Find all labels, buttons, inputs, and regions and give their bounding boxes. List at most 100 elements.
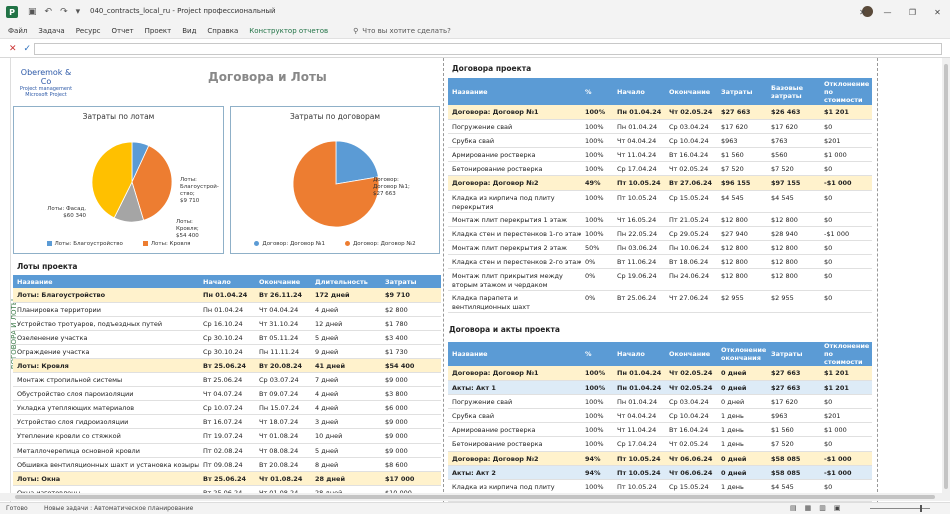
table-cell[interactable]: Вт 20.08.24: [255, 358, 311, 374]
table-cell[interactable]: Чт 08.08.24: [255, 443, 311, 458]
table-cell[interactable]: Вт 18.06.24: [665, 254, 717, 270]
table-cell[interactable]: $0: [820, 394, 872, 410]
table-cell[interactable]: Чт 02.05.24: [665, 161, 717, 177]
table-cell[interactable]: Акты: Акт 1: [448, 380, 581, 395]
table-cell[interactable]: $58 085: [767, 451, 820, 466]
table-cell[interactable]: $12 800: [767, 240, 820, 256]
pie-slice[interactable]: [91, 141, 133, 219]
table-cell[interactable]: $27 663: [767, 366, 820, 381]
table-cell[interactable]: Чт 01.08.24: [255, 428, 311, 444]
table-cell[interactable]: Ср 17.04.24: [613, 161, 665, 177]
table-cell[interactable]: Чт 18.07.24: [255, 414, 311, 430]
table-cell[interactable]: Вт 16.07.24: [199, 414, 255, 430]
table-cell[interactable]: $9 000: [381, 428, 441, 444]
table-cell[interactable]: 100%: [581, 394, 613, 410]
table-row[interactable]: Погружение свай 100% Пн 01.04.24 Ср 03.04.2…: [448, 119, 872, 134]
column-header[interactable]: Базовые затраты: [767, 78, 820, 105]
table-cell[interactable]: 100%: [581, 105, 613, 120]
tab-report-designer[interactable]: Конструктор отчетов: [249, 27, 329, 35]
column-header[interactable]: Затраты: [767, 342, 820, 366]
table-cell[interactable]: $17 620: [717, 119, 767, 134]
table-cell[interactable]: Чт 02.05.24: [665, 436, 717, 452]
table-cell[interactable]: Армирование ростверка: [448, 422, 581, 438]
table-cell[interactable]: $1 000: [820, 147, 872, 163]
table-row[interactable]: Монтаж стропильной системы Вт 25.06.24 Ср …: [13, 372, 441, 388]
table-cell[interactable]: 49%: [581, 175, 613, 191]
table-cell[interactable]: Вт 16.04.24: [665, 147, 717, 163]
table-cell[interactable]: Пт 10.05.24: [613, 175, 665, 191]
table-cell[interactable]: $26 463: [767, 105, 820, 120]
task-usage-icon[interactable]: ▦: [804, 504, 812, 512]
table-row[interactable]: Договора: Договор №1 100% Пн 01.04.24 Чт 02…: [448, 105, 872, 120]
table-cell[interactable]: Вт 26.11.24: [255, 288, 311, 303]
table-cell[interactable]: 3 дней: [311, 414, 381, 430]
table-cell[interactable]: $17 620: [767, 119, 820, 134]
table-cell[interactable]: $27 663: [717, 105, 767, 120]
table-cell[interactable]: Ср 15.05.24: [665, 190, 717, 213]
table-cell[interactable]: Вт 25.06.24: [613, 290, 665, 314]
table-cell[interactable]: Чт 16.05.24: [613, 212, 665, 227]
table-cell[interactable]: Пн 22.05.24: [613, 226, 665, 242]
table-cell[interactable]: 1 день: [717, 436, 767, 452]
table-cell[interactable]: 100%: [581, 408, 613, 424]
table-cell[interactable]: $0: [820, 119, 872, 134]
table-cell[interactable]: 0 дней: [717, 380, 767, 395]
table-cell[interactable]: $97 155: [767, 175, 820, 191]
table-cell[interactable]: $4 545: [717, 190, 767, 213]
table-cell[interactable]: Пн 01.04.24: [199, 302, 255, 317]
table-cell[interactable]: $54 400: [381, 358, 441, 374]
table-cell[interactable]: 41 дней: [311, 358, 381, 374]
table-cell[interactable]: Ср 10.04.24: [665, 408, 717, 424]
customize-qat-icon[interactable]: ▾: [75, 7, 81, 17]
column-header[interactable]: Затраты: [381, 275, 441, 288]
redo-icon[interactable]: ↷: [60, 7, 68, 17]
table-cell[interactable]: $3 800: [381, 386, 441, 402]
table-row[interactable]: Договора: Договор №2 94% Пт 10.05.24 Чт 06.…: [448, 451, 872, 466]
table-cell[interactable]: $201: [820, 408, 872, 424]
table-cell[interactable]: 172 дней: [311, 288, 381, 303]
table-cell[interactable]: 100%: [581, 190, 613, 213]
table-cell[interactable]: 94%: [581, 465, 613, 481]
pie-slice[interactable]: [131, 145, 173, 221]
table-cell[interactable]: 7 дней: [311, 372, 381, 388]
table-cell[interactable]: 100%: [581, 422, 613, 438]
column-header[interactable]: Окончание: [665, 78, 717, 105]
table-cell[interactable]: Вт 25.06.24: [199, 358, 255, 374]
table-row[interactable]: Акты: Акт 2 94% Пт 10.05.24 Чт 06.06.24 0 дн…: [448, 465, 872, 481]
table-cell[interactable]: 28 дней: [311, 471, 381, 486]
table-row[interactable]: Армирование ростверка 100% Чт 11.04.24 Вт 1…: [448, 147, 872, 163]
table-cell[interactable]: $12 800: [717, 268, 767, 292]
table-cell[interactable]: -$1 000: [820, 451, 872, 466]
table-cell[interactable]: Вт 05.11.24: [255, 330, 311, 345]
report-title[interactable]: Договора и Лоты: [208, 70, 327, 84]
table-cell[interactable]: $12 800: [767, 254, 820, 270]
table-cell[interactable]: Кладка парапета и вентиляционных шахт: [448, 290, 581, 314]
table-cell[interactable]: Устройство слоя гидроизоляции: [13, 414, 199, 430]
table-row[interactable]: Договора: Договор №2 49% Пт 10.05.24 Вт 27.…: [448, 175, 872, 191]
table-cell[interactable]: $4 545: [767, 190, 820, 213]
table-row[interactable]: Срубка свай 100% Чт 04.04.24 Ср 10.04.24 1 д…: [448, 408, 872, 424]
table-cell[interactable]: $96 155: [717, 175, 767, 191]
table-row[interactable]: Кладка парапета и вентиляционных шахт 0% В…: [448, 290, 872, 314]
table-row[interactable]: Утепление кровли со стяжкой Пт 19.07.24 Чт…: [13, 428, 441, 444]
table-cell[interactable]: $0: [820, 268, 872, 292]
table-cell[interactable]: Погружение свай: [448, 394, 581, 410]
table-cell[interactable]: Ограждение участка: [13, 344, 199, 359]
table-row[interactable]: Металлочерепица основной кровли Пт 02.08.…: [13, 443, 441, 458]
table-cell[interactable]: Кладка стен и перестенков 2-го этажа: [448, 254, 581, 270]
table-cell[interactable]: Устройство тротуаров, подъездных путей: [13, 316, 199, 331]
table-row[interactable]: Устройство тротуаров, подъездных путей Ср…: [13, 316, 441, 331]
table-cell[interactable]: Вт 27.06.24: [665, 175, 717, 191]
table-cell[interactable]: Бетонирование ростверка: [448, 161, 581, 177]
table-cell[interactable]: Монтаж плит прикрытия между вторым этажо…: [448, 268, 581, 292]
pie-slice[interactable]: [292, 140, 380, 228]
tab-resource[interactable]: Ресурс: [75, 27, 101, 35]
table-cell[interactable]: 94%: [581, 451, 613, 466]
column-header[interactable]: Окончание: [255, 275, 311, 288]
vertical-scrollbar[interactable]: [942, 58, 950, 493]
table-row[interactable]: Кладка стен и перестенков 1-го этажа 100%…: [448, 226, 872, 242]
table-cell[interactable]: 100%: [581, 366, 613, 381]
table-cell[interactable]: Монтаж стропильной системы: [13, 372, 199, 388]
table-cell[interactable]: Пн 15.07.24: [255, 400, 311, 416]
table-cell[interactable]: Ср 17.04.24: [613, 436, 665, 452]
